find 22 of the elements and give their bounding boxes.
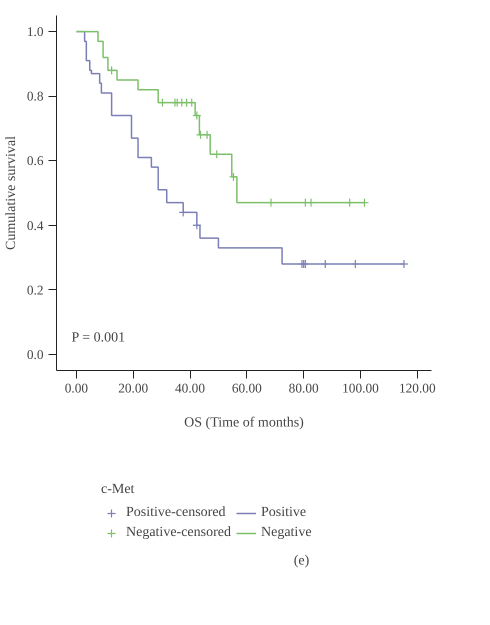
legend-label: Negative bbox=[261, 525, 313, 541]
y-tick-label: 0.0 bbox=[26, 346, 44, 362]
x-axis-title: OS (Time of months) bbox=[184, 416, 304, 430]
x-tick-label: 100.00 bbox=[342, 380, 380, 396]
legend-label: Negative-censored bbox=[126, 525, 232, 541]
text: (e) bbox=[294, 554, 310, 568]
y-tick-label: 1.0 bbox=[26, 24, 44, 40]
x-tick-label: 60.00 bbox=[232, 380, 262, 396]
x-tick-label: 0.00 bbox=[64, 380, 88, 396]
y-tick-label: 0.2 bbox=[26, 282, 44, 298]
y-axis-title: Cumulative survival bbox=[4, 136, 19, 250]
x-tick-label: 80.00 bbox=[288, 380, 319, 396]
y-tick-label: 0.6 bbox=[26, 153, 44, 168]
y-tick-label: 0.8 bbox=[26, 88, 44, 104]
x-tick-label: 120.00 bbox=[398, 380, 436, 396]
legend-label: Positive bbox=[261, 505, 308, 521]
y-tick-label: 0.4 bbox=[26, 218, 44, 233]
annotation: P = 0.001 bbox=[72, 330, 126, 346]
x-tick-label: 40.00 bbox=[175, 380, 206, 396]
x-tick-label: 20.00 bbox=[118, 380, 149, 396]
legend-title: c-Met bbox=[101, 482, 136, 498]
legend-label: Positive-censored bbox=[126, 505, 227, 521]
